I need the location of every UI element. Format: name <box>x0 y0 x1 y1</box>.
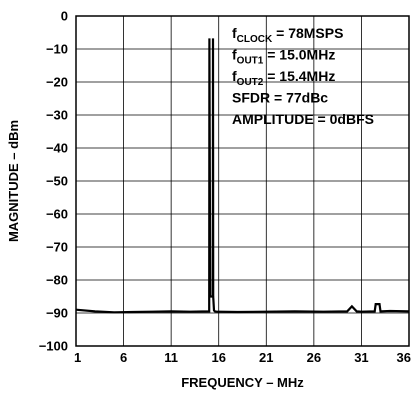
x-tick-label: 21 <box>259 350 273 365</box>
annotation-value: = 15.0MHz <box>263 47 335 63</box>
annotation-subscript: OUT2 <box>237 77 264 88</box>
y-tick-label: −10 <box>46 42 68 57</box>
x-tick-label: 16 <box>211 350 225 365</box>
y-tick-label: −60 <box>46 207 68 222</box>
annotation-value: = 15.4MHz <box>263 68 335 84</box>
annotation-main: f <box>232 25 237 41</box>
x-axis-title: FREQUENCY – MHz <box>181 375 304 390</box>
annotation-subscript: CLOCK <box>237 34 273 45</box>
annotation-main: f <box>232 68 237 84</box>
y-tick-label: −70 <box>46 240 68 255</box>
y-tick-label: −100 <box>39 339 68 354</box>
y-tick-label: −80 <box>46 273 68 288</box>
annotation-line: fOUT2 = 15.4MHz <box>232 68 335 88</box>
x-tick-label: 11 <box>164 350 178 365</box>
y-axis-title: MAGNITUDE – dBm <box>6 120 21 242</box>
x-axis-ticks: 1 6 11 16 21 26 31 36 <box>74 350 411 365</box>
y-tick-label: −30 <box>46 108 68 123</box>
y-tick-label: 0 <box>61 9 68 24</box>
y-tick-label: −40 <box>46 141 68 156</box>
y-tick-label: −50 <box>46 174 68 189</box>
annotation-subscript: OUT1 <box>237 56 264 67</box>
y-axis-ticks: 0 −10 −20 −30 −40 −50 −60 −70 −80 −90 −100 <box>39 9 68 354</box>
y-tick-label: −90 <box>46 306 68 321</box>
y-tick-label: −20 <box>46 75 68 90</box>
annotation-main: AMPLITUDE = 0dBFS <box>232 111 374 127</box>
annotation-line: SFDR = 77dBc <box>232 90 328 106</box>
x-tick-label: 1 <box>74 350 81 365</box>
annotation-value: = 78MSPS <box>272 25 343 41</box>
x-tick-label: 36 <box>397 350 411 365</box>
x-tick-label: 26 <box>307 350 321 365</box>
spectrum-trace <box>75 38 410 314</box>
x-tick-label: 6 <box>120 350 127 365</box>
plot-frame <box>75 15 410 347</box>
x-tick-label: 31 <box>354 350 368 365</box>
annotation-line: fCLOCK = 78MSPS <box>232 25 343 45</box>
annotation-line: AMPLITUDE = 0dBFS <box>232 111 374 127</box>
annotation-main: f <box>232 47 237 63</box>
annotation-line: fOUT1 = 15.0MHz <box>232 47 335 67</box>
annotation-main: SFDR = 77dBc <box>232 90 328 106</box>
